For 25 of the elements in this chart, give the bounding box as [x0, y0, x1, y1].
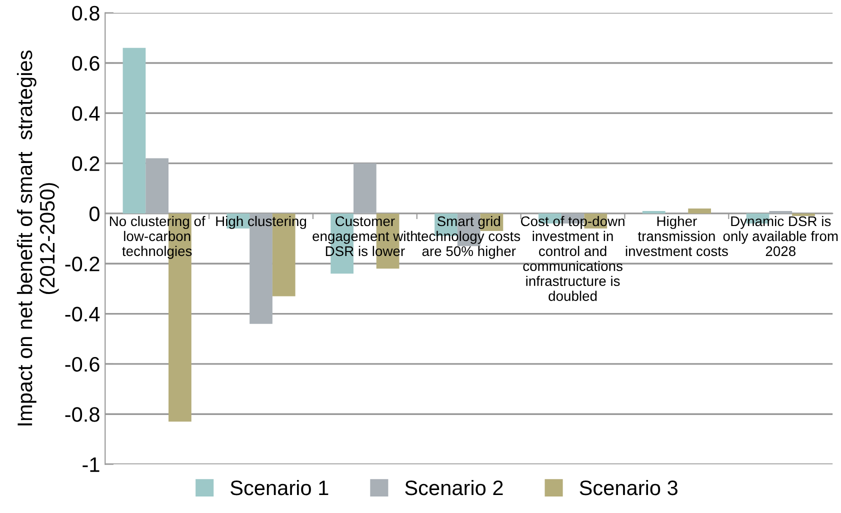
- y-tick-label: -1: [82, 457, 100, 472]
- x-tick-label: Cost of top-down investment in control and communications infrastructure is doubled: [520, 216, 624, 301]
- y-tick-label: -0.2: [65, 256, 100, 272]
- y-axis-title: Impact on net benefit of smart strategies (2012-2050): [16, 50, 59, 426]
- bar: [792, 213, 815, 216]
- legend-label: Scenario 3: [580, 480, 678, 496]
- x-tick-label: High clustering: [216, 216, 306, 229]
- bar: [146, 158, 169, 214]
- y-tick-label: 0.4: [72, 106, 100, 121]
- bar: [769, 210, 792, 214]
- x-tick-label: No clustering of low-carbon technolgies: [110, 216, 206, 259]
- y-tick-label: 0: [89, 206, 100, 222]
- bar: [642, 210, 666, 214]
- y-tick-label: 0.2: [72, 156, 100, 172]
- bar: [688, 208, 711, 214]
- bar: [122, 48, 146, 214]
- bar: [354, 163, 376, 214]
- x-tick-label: Smart grid technology costs are 50% higher: [417, 216, 520, 259]
- legend-label: Scenario 1: [230, 480, 328, 496]
- y-tick-label: -0.4: [65, 306, 100, 322]
- y-tick-label: -0.8: [65, 407, 100, 422]
- legend-label: Scenario 2: [405, 480, 503, 496]
- y-tick-label: 0.6: [72, 56, 100, 71]
- y-tick-label: 0.8: [72, 6, 100, 21]
- y-tick-label: -0.6: [65, 356, 100, 372]
